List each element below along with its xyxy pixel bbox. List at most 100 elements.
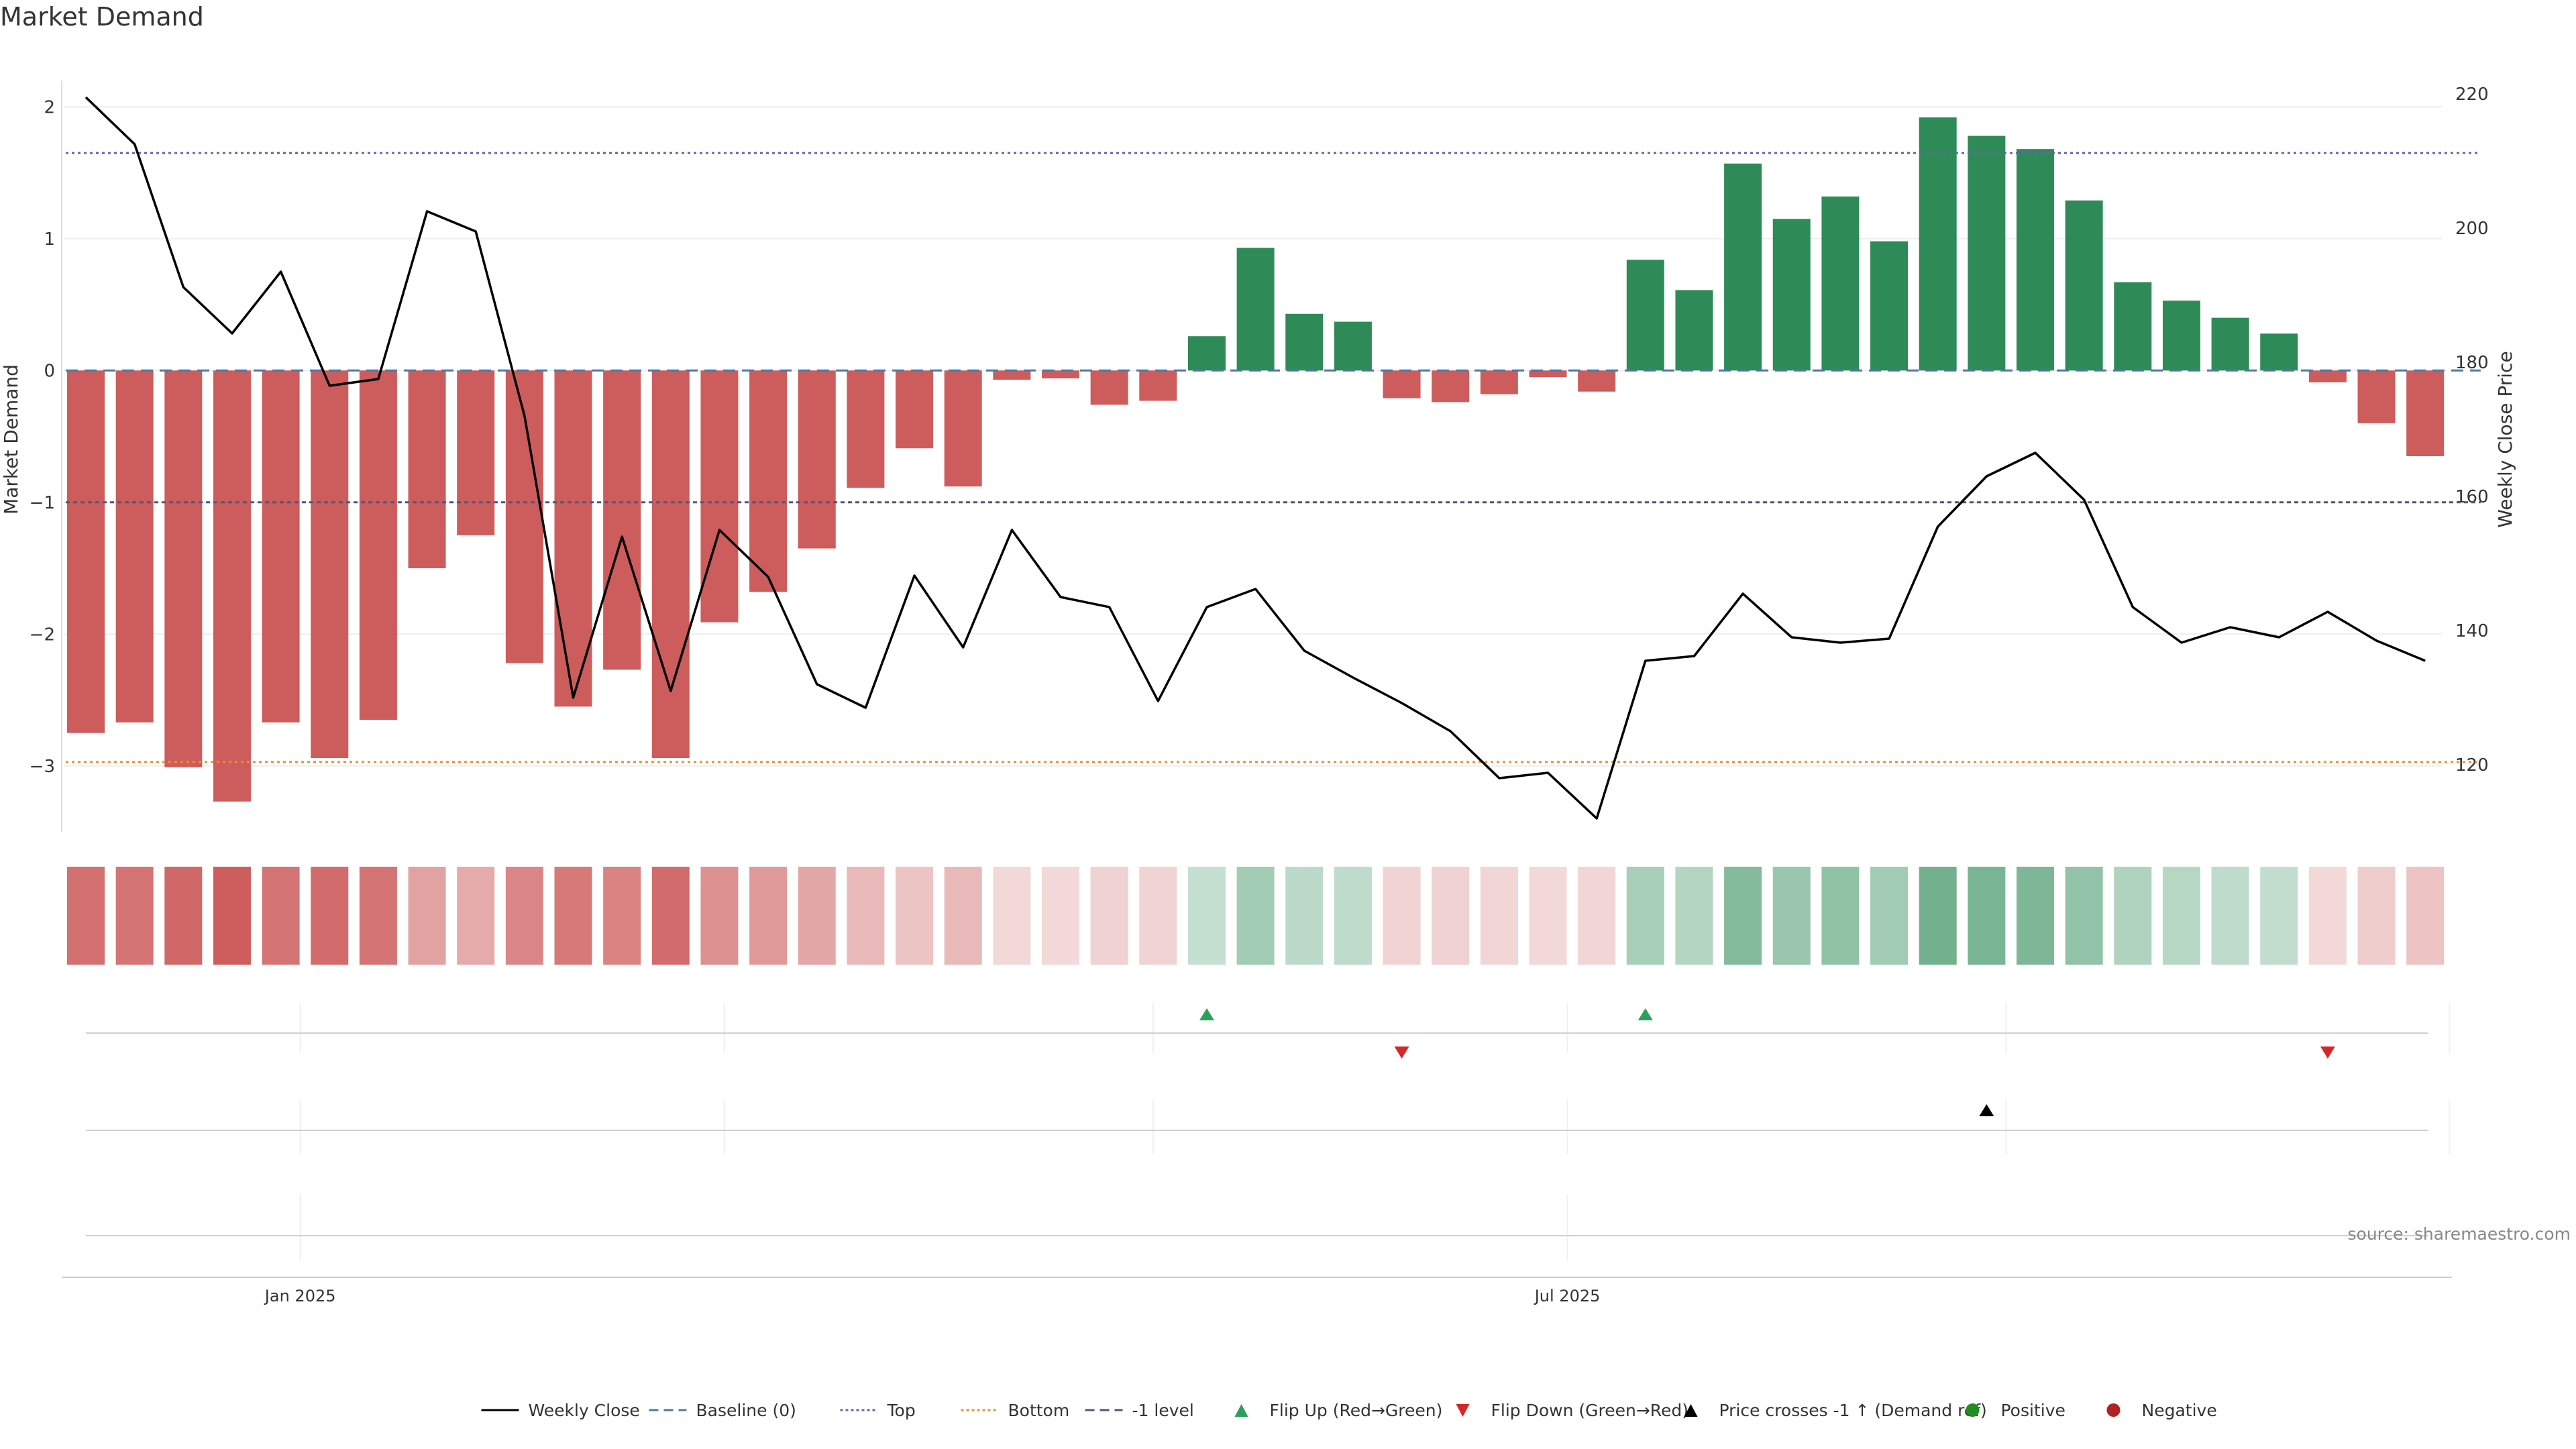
demand-bar [213,370,251,802]
y-tick-left: −2 [30,625,55,645]
legend-label: Bottom [1008,1401,1070,1420]
demand-bar [2065,200,2103,371]
demand-bar [2406,370,2445,456]
heat-cell [2017,867,2054,965]
y-tick-right: 160 [2455,487,2489,507]
legend-item: Baseline (0) [649,1401,796,1420]
demand-bar [944,370,982,487]
heat-cell [1626,867,1664,965]
heat-cell [1090,867,1128,965]
demand-bar [359,370,397,720]
heat-cell [262,867,300,965]
y-axis-left-label: Market Demand [0,364,22,515]
demand-bar [2357,370,2396,423]
x-tick-label: Jan 2025 [264,1287,336,1305]
heat-cell [2162,867,2200,965]
demand-bar [1383,370,1421,398]
y-tick-right: 200 [2455,219,2489,239]
demand-bar [1772,219,1811,371]
demand-bar [896,370,934,449]
legend-label: Top [887,1401,916,1420]
demand-bar [2017,149,2054,371]
y-tick-left: 1 [44,229,55,250]
heat-cell [1675,867,1713,965]
demand-bar [2260,333,2298,371]
demand-bar [1529,370,1567,378]
demand-bar [408,370,446,569]
heat-cell [408,867,446,965]
legend-label: Flip Down (Green→Red) [1491,1401,1689,1420]
demand-bar [1919,117,1957,371]
heat-cell [311,867,349,965]
heat-cell [359,867,397,965]
y-tick-right: 140 [2455,621,2489,641]
demand-bar [1821,196,1860,371]
legend-label: Positive [2001,1401,2065,1420]
legend-label: Weekly Close [529,1401,640,1420]
y-tick-left: 0 [44,361,55,381]
y-tick-left: −1 [30,493,55,513]
price-cross-marker [1979,1104,1994,1116]
heat-cell [651,867,690,965]
heat-cell [2211,867,2249,965]
price-line-group [85,96,2426,820]
demand-bar [2308,370,2347,382]
legend-item: Flip Up (Red→Green) [1234,1401,1442,1420]
legend-swatch [2106,1403,2121,1417]
heat-cell [1383,867,1421,965]
heat-cell [2406,867,2445,965]
heat-cell [896,867,934,965]
demand-bar [1480,370,1518,394]
demand-bar [749,370,788,592]
legend-label: Baseline (0) [696,1401,796,1420]
flip-down-marker [1394,1046,1409,1059]
heat-cell [1139,867,1177,965]
demand-bar [1578,370,1616,392]
demand-bar [2162,301,2200,371]
demand-bar [262,370,300,722]
y-tick-left: 2 [44,97,55,117]
legend: Weekly Close Baseline (0) Top Bottom -1 leve… [481,1401,2217,1420]
demand-bar [115,370,154,722]
heat-cell [749,867,788,965]
heat-cell [164,867,203,965]
heat-cell [603,867,641,965]
heat-cell [1480,867,1518,965]
demand-bar [554,370,592,707]
heat-cell [700,867,739,965]
heat-cell [798,867,836,965]
legend-swatch [1684,1404,1698,1417]
legend-label: Price crosses -1 ↑ (Demand ref) [1719,1401,1987,1420]
demand-bar [457,370,495,535]
heat-cell [847,867,885,965]
demand-bar [1968,136,2006,371]
demand-bar [311,370,349,758]
flip-up-marker [1638,1008,1653,1020]
heat-cell [1334,867,1372,965]
y-tick-right: 120 [2455,755,2489,775]
y-tick-right: 220 [2455,85,2489,105]
legend-item: Weekly Close [481,1401,640,1420]
heat-cell [115,867,154,965]
y-axis-left: 2 1 0 −1 −2 −3 [30,80,62,832]
demand-bar [2114,282,2152,371]
heat-cell [213,867,251,965]
heat-cell [2357,867,2396,965]
demand-bar [993,370,1031,380]
legend-item: Bottom [961,1401,1070,1420]
demand-bar [1187,336,1226,371]
heat-cell [67,867,105,965]
y-tick-left: −3 [30,757,55,777]
demand-bar [1042,370,1079,379]
legend-item: Negative [2106,1401,2217,1420]
demand-bar [1626,260,1664,371]
heat-cell [1432,867,1470,965]
demand-bar [700,370,739,623]
flip-up-marker [1199,1008,1214,1020]
legend-item: Price crosses -1 ↑ (Demand ref) [1684,1401,1987,1420]
x-axis: Jan 2025 Jul 2025 [62,1277,2452,1305]
demand-bar [1139,370,1177,401]
heat-cell [2308,867,2347,965]
